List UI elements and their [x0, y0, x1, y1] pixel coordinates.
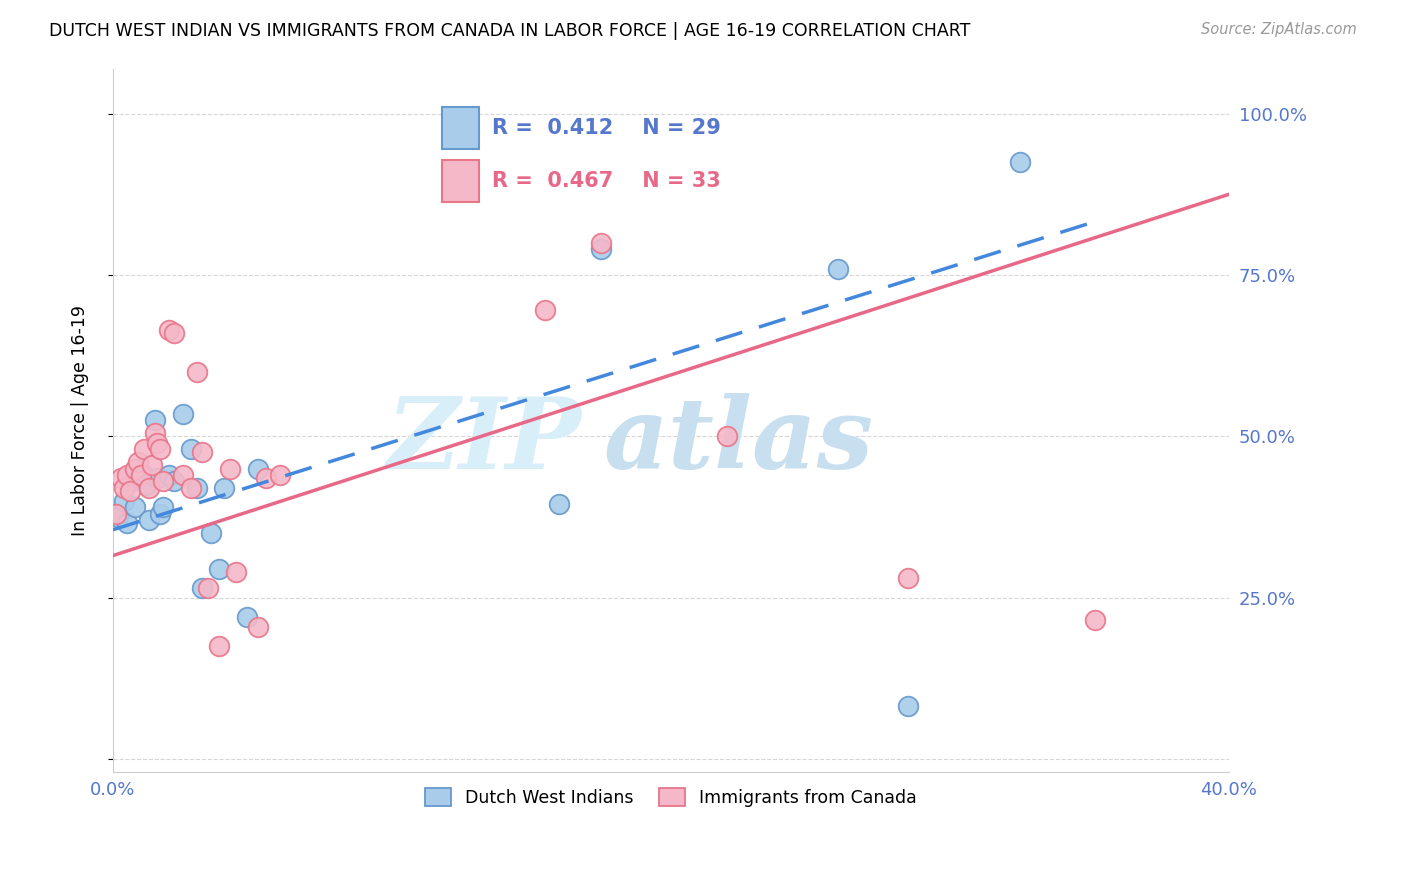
Point — [827, 261, 849, 276]
Point — [534, 303, 557, 318]
Point — [107, 509, 129, 524]
Point — [115, 516, 138, 531]
Text: Source: ZipAtlas.com: Source: ZipAtlas.com — [1201, 22, 1357, 37]
Point — [897, 698, 920, 713]
Point — [141, 458, 163, 473]
Legend: Dutch West Indians, Immigrants from Canada: Dutch West Indians, Immigrants from Cana… — [416, 780, 925, 816]
Point — [1084, 613, 1107, 627]
Point — [214, 481, 236, 495]
Point — [1008, 155, 1031, 169]
Point — [132, 442, 155, 457]
Text: ZIP: ZIP — [387, 393, 582, 490]
Point — [138, 481, 160, 495]
Point — [180, 481, 202, 495]
Point — [186, 365, 208, 379]
Text: R =  0.412    N = 29: R = 0.412 N = 29 — [492, 119, 721, 138]
Point — [157, 323, 180, 337]
Point — [200, 526, 222, 541]
Point — [225, 565, 247, 579]
Point — [716, 429, 738, 443]
Point — [138, 513, 160, 527]
Point — [191, 581, 214, 595]
Point — [191, 445, 214, 459]
Point — [121, 475, 143, 489]
Point — [112, 481, 135, 495]
Point — [172, 467, 194, 482]
Point — [591, 242, 613, 256]
Point — [197, 581, 219, 595]
Point — [897, 571, 920, 585]
Point — [163, 475, 186, 489]
Point — [115, 467, 138, 482]
Point — [548, 497, 571, 511]
Point — [208, 639, 231, 653]
Point — [269, 467, 291, 482]
FancyBboxPatch shape — [441, 160, 479, 202]
Point — [143, 425, 166, 440]
Point — [236, 610, 259, 624]
Point — [110, 471, 132, 485]
Point — [143, 413, 166, 427]
Point — [104, 507, 127, 521]
Point — [157, 467, 180, 482]
Point — [163, 326, 186, 340]
Text: DUTCH WEST INDIAN VS IMMIGRANTS FROM CANADA IN LABOR FORCE | AGE 16-19 CORRELATI: DUTCH WEST INDIAN VS IMMIGRANTS FROM CAN… — [49, 22, 970, 40]
Point — [124, 461, 146, 475]
Point — [118, 484, 141, 499]
Y-axis label: In Labor Force | Age 16-19: In Labor Force | Age 16-19 — [72, 305, 89, 535]
Point — [254, 471, 277, 485]
FancyBboxPatch shape — [441, 107, 479, 149]
Point — [124, 500, 146, 515]
Text: atlas: atlas — [605, 393, 875, 490]
Point — [219, 461, 242, 475]
Point — [127, 471, 149, 485]
Text: R =  0.467    N = 33: R = 0.467 N = 33 — [492, 171, 721, 191]
Point — [186, 481, 208, 495]
Point — [152, 475, 174, 489]
Point — [152, 500, 174, 515]
Point — [172, 407, 194, 421]
Point — [146, 471, 169, 485]
Point — [246, 619, 269, 633]
Point — [591, 235, 613, 250]
Point — [146, 435, 169, 450]
Point — [149, 442, 172, 457]
Point — [129, 467, 152, 482]
Point — [129, 465, 152, 479]
Point — [180, 442, 202, 457]
Point — [208, 561, 231, 575]
Point — [149, 507, 172, 521]
Point — [135, 477, 157, 491]
Point — [112, 493, 135, 508]
Point — [246, 461, 269, 475]
Point — [127, 455, 149, 469]
